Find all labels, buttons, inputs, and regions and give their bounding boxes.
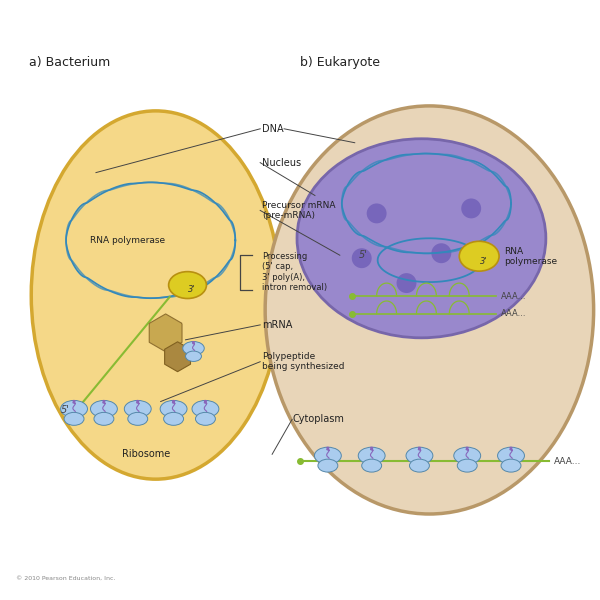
Circle shape (461, 199, 481, 218)
Polygon shape (164, 342, 190, 371)
Text: Nucleus: Nucleus (262, 158, 301, 167)
Text: Precursor mRNA
(pre-mRNA): Precursor mRNA (pre-mRNA) (262, 201, 335, 220)
Ellipse shape (164, 412, 184, 425)
Ellipse shape (160, 400, 187, 418)
Ellipse shape (192, 400, 219, 418)
Text: b) Eukaryote: b) Eukaryote (300, 56, 380, 69)
Ellipse shape (265, 106, 593, 514)
Ellipse shape (406, 447, 433, 464)
Ellipse shape (94, 412, 114, 425)
Text: Ribosome: Ribosome (122, 449, 170, 459)
Ellipse shape (124, 400, 151, 418)
Ellipse shape (185, 351, 202, 361)
Ellipse shape (169, 272, 206, 299)
Ellipse shape (497, 447, 524, 464)
Circle shape (431, 243, 451, 263)
Ellipse shape (454, 447, 481, 464)
Text: Polypeptide
being synthesized: Polypeptide being synthesized (262, 352, 344, 371)
Ellipse shape (318, 459, 338, 472)
Ellipse shape (128, 412, 148, 425)
Circle shape (397, 273, 416, 293)
Ellipse shape (362, 459, 382, 472)
Text: 3': 3' (481, 257, 488, 266)
Text: AAA...: AAA... (554, 457, 581, 466)
Text: AAA...: AAA... (501, 292, 527, 301)
Ellipse shape (91, 400, 118, 418)
Text: 5': 5' (61, 406, 70, 415)
Ellipse shape (501, 459, 521, 472)
Ellipse shape (64, 412, 84, 425)
Ellipse shape (31, 111, 280, 479)
Ellipse shape (196, 412, 215, 425)
Ellipse shape (457, 459, 477, 472)
Ellipse shape (409, 459, 430, 472)
Text: AAA...: AAA... (501, 310, 527, 319)
Text: © 2010 Pearson Education, Inc.: © 2010 Pearson Education, Inc. (16, 575, 116, 581)
Ellipse shape (358, 447, 385, 464)
Text: 5': 5' (359, 250, 368, 260)
Text: a) Bacterium: a) Bacterium (29, 56, 110, 69)
Ellipse shape (61, 400, 88, 418)
Text: Processing
(5' cap,
3' poly(A),
intron removal): Processing (5' cap, 3' poly(A), intron r… (262, 252, 328, 292)
Ellipse shape (314, 447, 341, 464)
Ellipse shape (459, 241, 499, 271)
Text: RNA polymerase: RNA polymerase (90, 236, 166, 245)
Text: RNA
polymerase: RNA polymerase (504, 247, 557, 266)
Circle shape (367, 203, 386, 223)
Polygon shape (149, 314, 182, 352)
Text: Cytoplasm: Cytoplasm (292, 415, 344, 424)
Ellipse shape (297, 139, 546, 338)
Ellipse shape (183, 341, 204, 355)
Text: 3': 3' (188, 284, 196, 293)
Circle shape (352, 248, 371, 268)
Text: mRNA: mRNA (262, 320, 293, 330)
Text: DNA: DNA (262, 124, 284, 134)
